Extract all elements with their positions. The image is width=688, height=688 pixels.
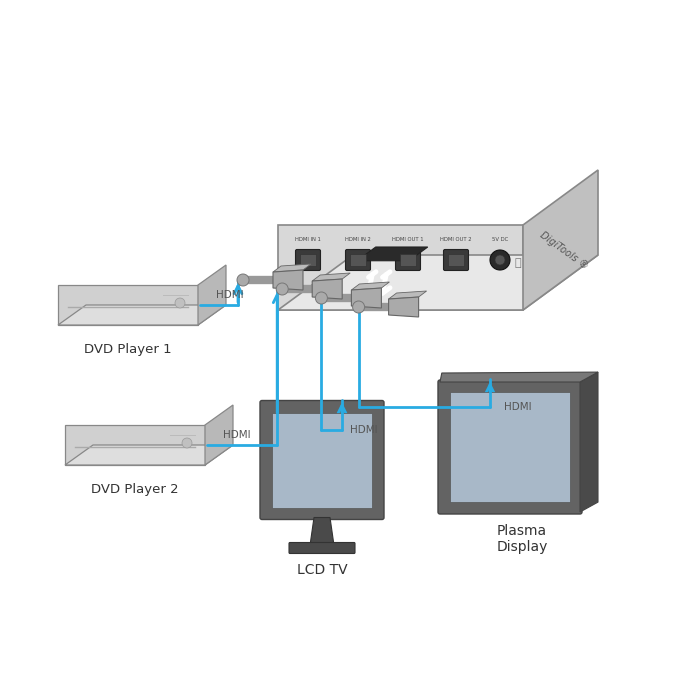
Text: Plasma
Display: Plasma Display (496, 524, 548, 555)
Polygon shape (389, 297, 418, 317)
Polygon shape (58, 305, 226, 325)
Circle shape (353, 301, 365, 313)
Text: HDMI OUT 1: HDMI OUT 1 (392, 237, 424, 242)
Polygon shape (205, 405, 233, 465)
Text: HDMI: HDMI (223, 430, 251, 440)
Text: DVD Player 1: DVD Player 1 (84, 343, 172, 356)
FancyBboxPatch shape (296, 250, 321, 270)
Circle shape (495, 255, 505, 265)
FancyBboxPatch shape (289, 543, 355, 554)
Polygon shape (352, 282, 389, 290)
FancyBboxPatch shape (400, 254, 416, 266)
Circle shape (175, 298, 185, 308)
FancyBboxPatch shape (438, 380, 582, 514)
Circle shape (315, 292, 327, 304)
FancyBboxPatch shape (396, 250, 420, 270)
FancyBboxPatch shape (450, 392, 570, 502)
Polygon shape (389, 291, 427, 299)
Polygon shape (312, 273, 350, 281)
Text: DVD Player 2: DVD Player 2 (92, 483, 179, 496)
Circle shape (237, 274, 249, 286)
Text: HDMI: HDMI (350, 425, 378, 435)
Polygon shape (65, 425, 205, 465)
Circle shape (182, 438, 192, 448)
Polygon shape (58, 285, 198, 325)
Polygon shape (440, 372, 598, 382)
FancyBboxPatch shape (350, 254, 366, 266)
Text: LCD TV: LCD TV (297, 563, 347, 577)
Text: ⏻: ⏻ (515, 258, 522, 268)
Polygon shape (580, 372, 598, 512)
Polygon shape (198, 265, 226, 325)
Polygon shape (352, 288, 381, 308)
Polygon shape (312, 279, 342, 299)
Circle shape (276, 283, 288, 295)
Text: HDMI: HDMI (504, 402, 532, 412)
Polygon shape (278, 255, 598, 310)
FancyBboxPatch shape (300, 254, 316, 266)
FancyBboxPatch shape (272, 413, 372, 508)
Circle shape (490, 250, 510, 270)
Text: 5V DC: 5V DC (492, 237, 508, 242)
Polygon shape (65, 445, 233, 465)
FancyBboxPatch shape (345, 250, 371, 270)
Polygon shape (310, 517, 334, 546)
FancyBboxPatch shape (444, 250, 469, 270)
Text: HDMI: HDMI (216, 290, 244, 300)
Text: HDMI IN 1: HDMI IN 1 (295, 237, 321, 242)
Text: HDMI IN 2: HDMI IN 2 (345, 237, 371, 242)
Text: DigiTools ®: DigiTools ® (538, 230, 590, 272)
Polygon shape (278, 225, 523, 310)
Polygon shape (523, 170, 598, 310)
FancyBboxPatch shape (448, 254, 464, 266)
Polygon shape (273, 270, 303, 290)
Polygon shape (357, 247, 428, 261)
FancyBboxPatch shape (260, 400, 384, 519)
Text: HDMI OUT 2: HDMI OUT 2 (440, 237, 472, 242)
Polygon shape (273, 264, 311, 272)
